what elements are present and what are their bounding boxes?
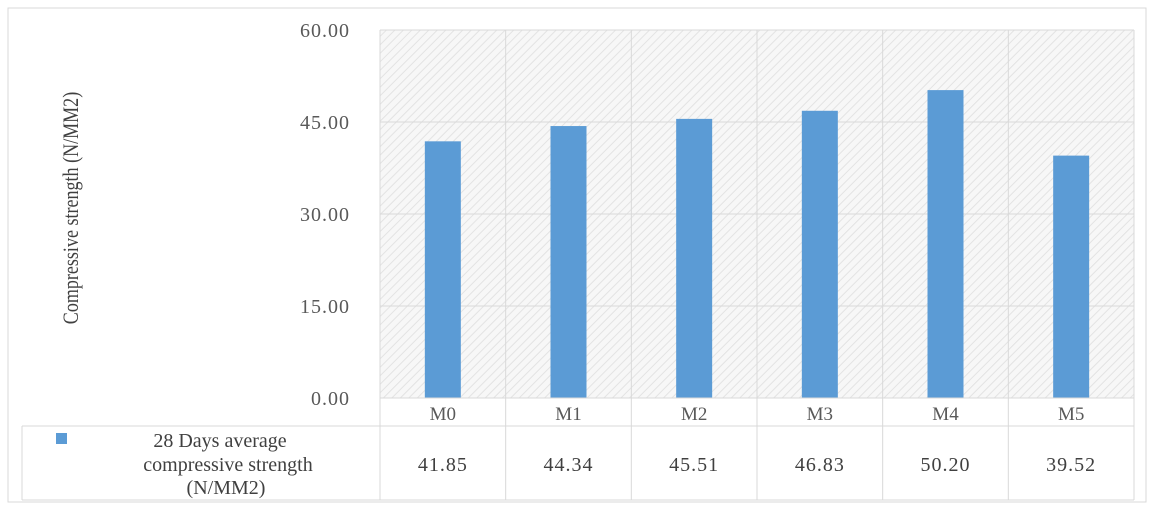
- chart-frame: [7, 7, 1147, 503]
- category-label: M1: [555, 404, 581, 425]
- data-value-label: 41.85: [418, 454, 468, 476]
- y-tick-label: 0.00: [311, 388, 350, 410]
- bar-m4: [927, 90, 964, 399]
- bar-m0: [424, 141, 461, 398]
- y-tick-label: 15.00: [300, 296, 350, 318]
- category-label: M0: [430, 404, 456, 425]
- data-value-label: 50.20: [921, 454, 971, 476]
- y-axis-label: Compressive strength (N/MM2): [59, 92, 83, 324]
- data-table: M0 41.85 M1 44.34 M2 45.51 M3 46.83 M4 50.20 M5 39.…: [21, 397, 1134, 501]
- bar-m1: [550, 126, 587, 398]
- data-value-label: 44.34: [544, 454, 594, 476]
- data-value-label: 39.52: [1046, 454, 1096, 476]
- y-tick-label: 60.00: [300, 20, 350, 42]
- legend-label-line: 28 Days average: [153, 430, 286, 452]
- category-label: M3: [807, 404, 833, 425]
- data-value-label: 45.51: [669, 454, 719, 476]
- y-tick-label: 30.00: [300, 204, 350, 226]
- y-axis-ticks: 0.00 15.00 30.00 45.00 60.00: [300, 20, 350, 410]
- bars: [424, 90, 1090, 399]
- data-value-label: 46.83: [795, 454, 845, 476]
- legend-key: [56, 433, 67, 444]
- y-tick-label: 45.00: [300, 112, 350, 134]
- category-label: M5: [1058, 404, 1084, 425]
- category-label: M2: [681, 404, 707, 425]
- legend-label-line: compressive strength: [143, 454, 312, 476]
- category-label: M4: [932, 404, 959, 425]
- bar-m5: [1053, 155, 1090, 398]
- bar-m2: [676, 118, 713, 398]
- bar-m3: [801, 110, 838, 398]
- legend-label-line: (N/MM2): [187, 477, 266, 499]
